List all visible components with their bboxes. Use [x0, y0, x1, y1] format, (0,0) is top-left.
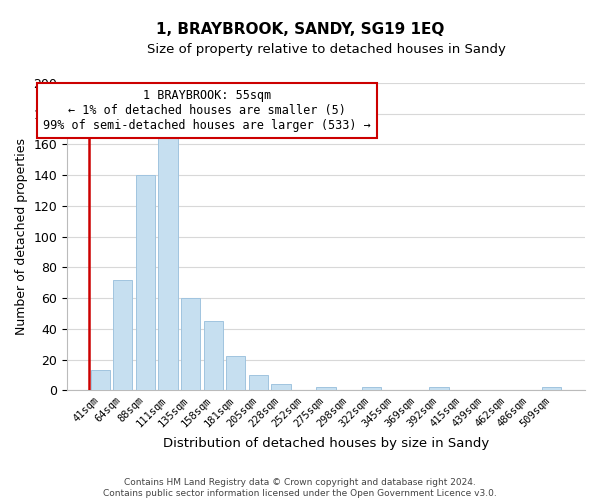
Bar — [113, 280, 133, 390]
Bar — [136, 175, 155, 390]
X-axis label: Distribution of detached houses by size in Sandy: Distribution of detached houses by size … — [163, 437, 489, 450]
Text: 1, BRAYBROOK, SANDY, SG19 1EQ: 1, BRAYBROOK, SANDY, SG19 1EQ — [156, 22, 444, 38]
Bar — [316, 387, 335, 390]
Bar — [362, 387, 381, 390]
Text: 1 BRAYBROOK: 55sqm
← 1% of detached houses are smaller (5)
99% of semi-detached : 1 BRAYBROOK: 55sqm ← 1% of detached hous… — [43, 89, 371, 132]
Bar — [430, 387, 449, 390]
Title: Size of property relative to detached houses in Sandy: Size of property relative to detached ho… — [146, 42, 506, 56]
Bar — [249, 375, 268, 390]
Bar — [226, 356, 245, 390]
Bar — [158, 137, 178, 390]
Bar — [203, 321, 223, 390]
Bar — [271, 384, 290, 390]
Bar — [91, 370, 110, 390]
Bar — [181, 298, 200, 390]
Bar — [542, 387, 562, 390]
Y-axis label: Number of detached properties: Number of detached properties — [15, 138, 28, 335]
Text: Contains HM Land Registry data © Crown copyright and database right 2024.
Contai: Contains HM Land Registry data © Crown c… — [103, 478, 497, 498]
